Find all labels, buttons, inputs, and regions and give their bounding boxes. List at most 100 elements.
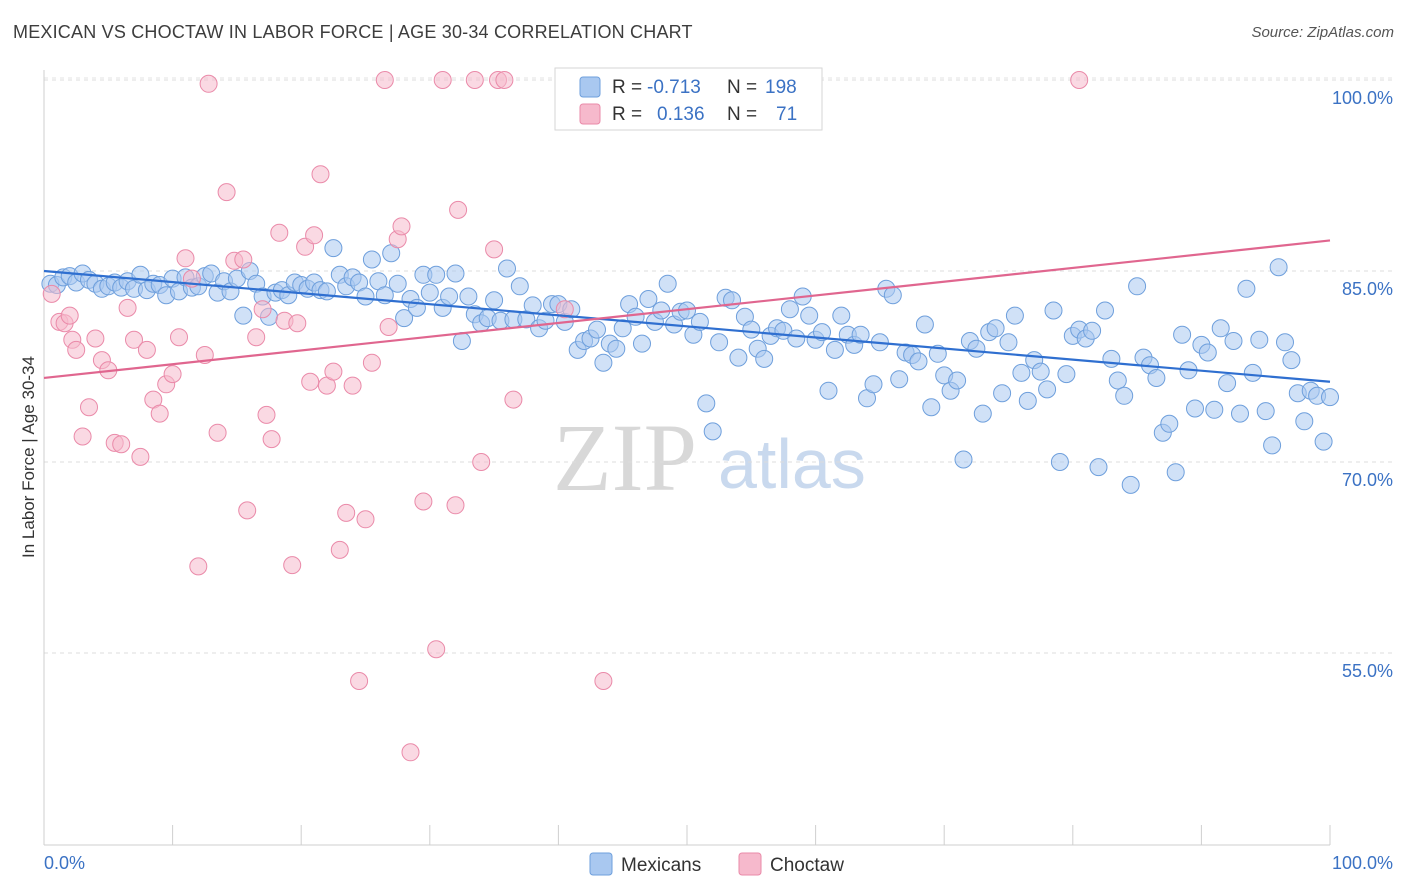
mexicans-n-label: N = (727, 77, 757, 98)
watermark-atlas: atlas (718, 425, 866, 503)
mexicans-point (780, 300, 799, 319)
choctaw-point (137, 340, 156, 359)
mexicans-point (999, 333, 1018, 352)
choctaw-point (257, 405, 276, 424)
mexicans-point (594, 353, 613, 372)
choctaw-point (125, 330, 143, 349)
choctaw-point (305, 226, 324, 245)
mexicans-point (1089, 458, 1108, 477)
mexicans-point (813, 323, 831, 342)
y-axis-title: In Labor Force | Age 30-34 (19, 356, 38, 558)
mexicans-point (922, 398, 941, 417)
choctaw-point (283, 556, 302, 575)
choctaw-point (375, 71, 394, 89)
mexicans-trend-line (43, 269, 1331, 383)
mexicans-point (1044, 301, 1063, 320)
choctaw-point (504, 390, 523, 409)
mexicans-point (986, 319, 1005, 338)
choctaw-point (150, 404, 169, 423)
mexicans-point (356, 287, 375, 306)
mexicans-point (1237, 279, 1256, 298)
mexicans-point (1102, 349, 1121, 368)
mexicans-point (710, 333, 729, 352)
choctaw-point (253, 300, 272, 319)
choctaw-point (356, 510, 375, 529)
choctaw-point (189, 557, 208, 576)
mexicans-point (800, 306, 819, 325)
choctaw-point (199, 74, 218, 93)
series-legend: Mexicans Choctaw (589, 852, 844, 876)
mexicans-point (639, 290, 658, 308)
choctaw-point (208, 423, 227, 442)
mexicans-point (633, 334, 651, 353)
mexicans-point (909, 352, 928, 371)
mexicans-point (1295, 412, 1314, 431)
choctaw-point (176, 249, 195, 268)
choctaw-point (73, 427, 92, 446)
mexicans-point (993, 384, 1012, 403)
choctaw-point (392, 217, 411, 236)
choctaw-n-label: N = (727, 104, 757, 125)
watermark-zip: ZIP (553, 404, 697, 511)
y-tick-label: 85.0% (1342, 279, 1393, 299)
choctaw-point (446, 496, 465, 515)
mexicans-point (1186, 399, 1204, 418)
legend-choctaw-label: Choctaw (770, 855, 844, 876)
mexicans-point (1211, 319, 1230, 338)
choctaw-point (449, 200, 468, 219)
choctaw-point (495, 71, 514, 89)
choctaw-point (485, 240, 504, 259)
mexicans-point (832, 306, 851, 325)
mexicans-point (317, 282, 336, 301)
mexicans-point (819, 381, 838, 400)
mexicans-point (1005, 306, 1024, 325)
mexicans-point (1256, 402, 1275, 421)
mexicans-points (41, 239, 1339, 494)
choctaw-point (60, 306, 79, 325)
choctaw-point (555, 300, 574, 319)
x-tick-label-max: 100.0% (1332, 853, 1393, 873)
mexicans-point (658, 274, 677, 293)
choctaw-point (465, 71, 484, 89)
choctaw-point (337, 503, 356, 522)
choctaw-point (234, 250, 253, 269)
mexicans-point (1166, 463, 1185, 482)
choctaw-point (247, 328, 266, 347)
mexicans-point (452, 332, 471, 350)
choctaw-point (262, 430, 281, 449)
mexicans-point (1115, 386, 1134, 405)
mexicans-point (1031, 362, 1050, 381)
mexicans-point (523, 296, 542, 315)
mexicans-point (607, 339, 626, 358)
legend-choctaw-swatch (738, 852, 762, 876)
mexicans-point (1173, 325, 1192, 344)
mexicans-point (1231, 404, 1249, 423)
mexicans-point (1314, 432, 1333, 451)
choctaw-point (350, 672, 369, 690)
choctaw-point (401, 743, 420, 762)
mexicans-point (1250, 330, 1269, 349)
mexicans-point (1263, 436, 1282, 455)
legend-mexicans-swatch (589, 852, 613, 876)
mexicans-point (485, 291, 504, 310)
choctaw-n-value: 71 (776, 104, 797, 125)
mexicans-point (755, 349, 774, 368)
y-tick-label: 55.0% (1342, 661, 1393, 681)
choctaw-point (170, 328, 188, 347)
choctaw-point (301, 372, 320, 391)
choctaw-point (427, 640, 446, 659)
choctaw-point (238, 501, 257, 520)
mexicans-point (324, 239, 343, 258)
legend-mexicans-label: Mexicans (621, 855, 701, 876)
mexicans-point (1276, 333, 1294, 352)
mexicans-point (1282, 351, 1301, 370)
mexicans-point (915, 315, 934, 334)
mexicans-point (723, 291, 741, 310)
mexicans-point (588, 320, 606, 339)
mexicans-point (1147, 369, 1166, 387)
mexicans-point (1096, 301, 1114, 320)
mexicans-point (1050, 453, 1069, 471)
choctaw-point (42, 284, 61, 303)
choctaw-trend-line (43, 239, 1331, 380)
